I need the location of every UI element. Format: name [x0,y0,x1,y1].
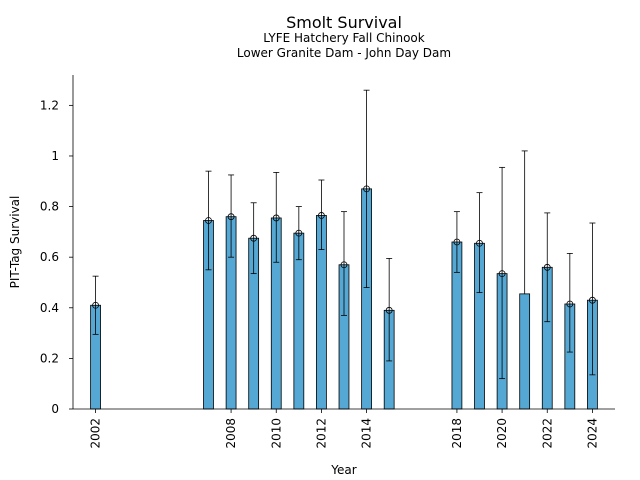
bar-2021 [519,293,531,410]
x-axis-label: Year [330,463,356,477]
x-axis-ticks: 2002 2008 2010 2012 2014 2018 2020 2022 2024 [89,409,599,449]
y-tick-label-4: 0.8 [40,200,59,214]
y-axis-label: PIT-Tag Survival [8,196,22,289]
x-tick-label-0: 2002 [89,418,103,449]
x-tick-label-1: 2008 [224,418,238,449]
point-marker-2015 [385,306,393,314]
point-marker-2020 [498,270,506,278]
chart-subtitle-line-2: Lower Granite Dam - John Day Dam [237,46,451,60]
x-tick-label-4: 2014 [360,418,374,449]
point-marker-2013 [340,261,348,269]
y-tick-label-1: 0.2 [40,351,59,365]
point-marker-2023 [566,300,574,308]
plot-area [90,89,598,410]
y-tick-label-5: 1 [51,149,59,163]
x-tick-label-6: 2020 [495,418,509,449]
point-marker-2014 [363,185,370,193]
point-marker-2008 [227,213,235,221]
y-tick-label-6: 1.2 [40,98,59,112]
x-tick-label-7: 2022 [540,418,554,449]
point-marker-2009 [250,234,258,242]
chart-title: Smolt Survival [286,13,402,32]
x-tick-label-3: 2012 [314,418,328,449]
x-tick-label-8: 2024 [585,418,599,449]
y-axis-ticks: 0 0.2 0.4 0.6 0.8 1 1.2 [40,98,73,416]
point-marker-2010 [272,214,280,222]
y-tick-label-0: 0 [51,402,59,416]
point-marker-2019 [476,239,483,247]
point-marker-2024 [589,296,596,304]
y-tick-label-3: 0.6 [40,250,59,264]
point-marker-2018 [453,238,461,246]
x-tick-label-5: 2018 [450,418,464,449]
point-marker-2002 [92,301,99,309]
point-marker-2022 [543,263,551,271]
y-tick-label-2: 0.4 [40,301,59,315]
point-marker-2007 [205,217,212,224]
chart-subtitle-line-1: LYFE Hatchery Fall Chinook [263,31,424,45]
point-marker-2011 [295,229,303,237]
point-marker-2012 [318,212,325,219]
x-tick-label-2: 2010 [269,418,283,449]
